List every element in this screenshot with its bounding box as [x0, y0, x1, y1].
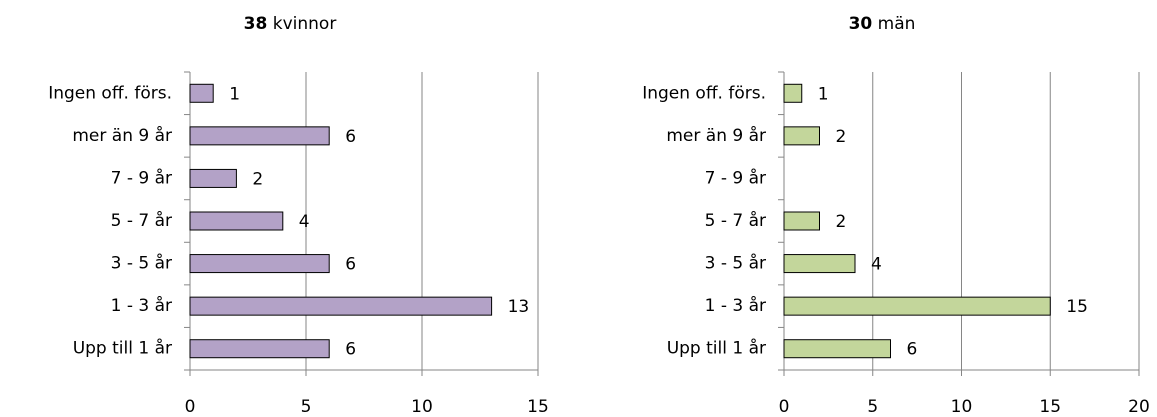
- x-tick-label: 15: [1039, 397, 1061, 417]
- bar: [783, 211, 820, 231]
- data-label: 2: [252, 169, 263, 189]
- data-label: 15: [1066, 297, 1088, 317]
- data-label: 2: [836, 127, 847, 147]
- bar: [783, 339, 891, 359]
- title-text: män: [878, 14, 916, 34]
- data-label: 13: [508, 297, 530, 317]
- bar: [189, 126, 330, 146]
- y-tick-label: mer än 9 år: [666, 125, 766, 146]
- data-label: 1: [229, 84, 240, 104]
- y-tick-label: mer än 9 år: [72, 125, 172, 146]
- data-label: 1: [818, 84, 829, 104]
- bar: [189, 211, 284, 231]
- bar: [783, 126, 820, 146]
- y-tick-label: 5 - 7 år: [705, 210, 766, 231]
- bar: [189, 339, 330, 359]
- y-tick-label: Upp till 1 år: [73, 338, 172, 359]
- y-tick-label: 1 - 3 år: [111, 295, 172, 316]
- y-tick-label: 3 - 5 år: [111, 253, 172, 274]
- y-tick-label: 1 - 3 år: [705, 295, 766, 316]
- y-tick-label: 7 - 9 år: [705, 167, 766, 188]
- data-label: 6: [345, 255, 356, 275]
- y-tick-label: 5 - 7 år: [111, 210, 172, 231]
- data-label: 6: [345, 127, 356, 147]
- bar: [189, 254, 330, 274]
- data-label: 2: [836, 212, 847, 232]
- data-label: 6: [345, 340, 356, 360]
- chart-title: 30 män: [849, 14, 916, 34]
- bar: [783, 296, 1051, 316]
- data-label: 4: [299, 212, 310, 232]
- y-tick-label: 3 - 5 år: [705, 253, 766, 274]
- y-tick-label: 7 - 9 år: [111, 167, 172, 188]
- title-count: 30: [849, 14, 873, 34]
- x-tick-label: 15: [527, 397, 549, 417]
- data-label: 6: [907, 340, 918, 360]
- y-tick-label: Ingen off. förs.: [48, 83, 172, 103]
- bar: [189, 83, 214, 103]
- y-tick-label: Ingen off. förs.: [642, 83, 766, 103]
- y-tick-label: Upp till 1 år: [667, 338, 766, 359]
- x-tick-label: 10: [951, 397, 973, 417]
- bar: [189, 168, 237, 188]
- title-count: 38: [244, 14, 268, 34]
- x-tick-label: 5: [867, 397, 878, 417]
- bar: [189, 296, 493, 316]
- x-tick-label: 10: [411, 397, 433, 417]
- x-tick-label: 5: [301, 397, 312, 417]
- x-tick-label: 0: [779, 397, 790, 417]
- bar: [783, 254, 856, 274]
- bar: [783, 83, 803, 103]
- x-tick-label: 20: [1128, 397, 1150, 417]
- chart-title: 38 kvinnor: [244, 14, 337, 34]
- data-label: 4: [871, 255, 882, 275]
- title-text: kvinnor: [273, 14, 337, 34]
- x-tick-label: 0: [185, 397, 196, 417]
